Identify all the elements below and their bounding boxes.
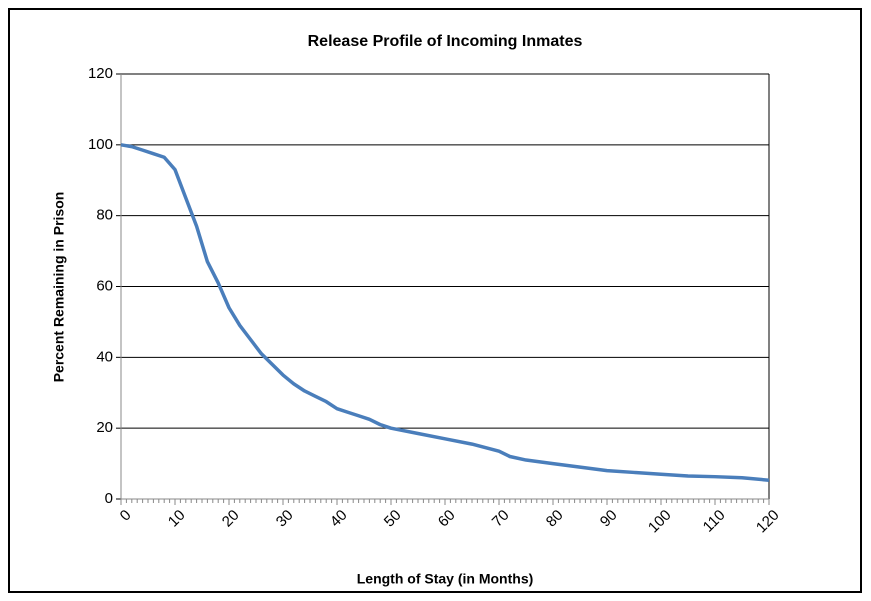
y-tick-label: 20 — [96, 419, 113, 436]
y-axis-title: Percent Remaining in Prison — [51, 192, 67, 383]
x-axis-title: Length of Stay (in Months) — [357, 571, 534, 587]
y-tick-label: 100 — [88, 136, 113, 153]
chart-frame — [8, 8, 862, 593]
y-tick-label: 40 — [96, 348, 113, 365]
y-tick-label: 80 — [96, 207, 113, 224]
chart-title: Release Profile of Incoming Inmates — [308, 33, 583, 50]
y-tick-label: 60 — [96, 277, 113, 294]
y-tick-label: 0 — [105, 490, 113, 507]
data-line — [120, 143, 770, 482]
y-tick-label: 120 — [88, 65, 113, 82]
